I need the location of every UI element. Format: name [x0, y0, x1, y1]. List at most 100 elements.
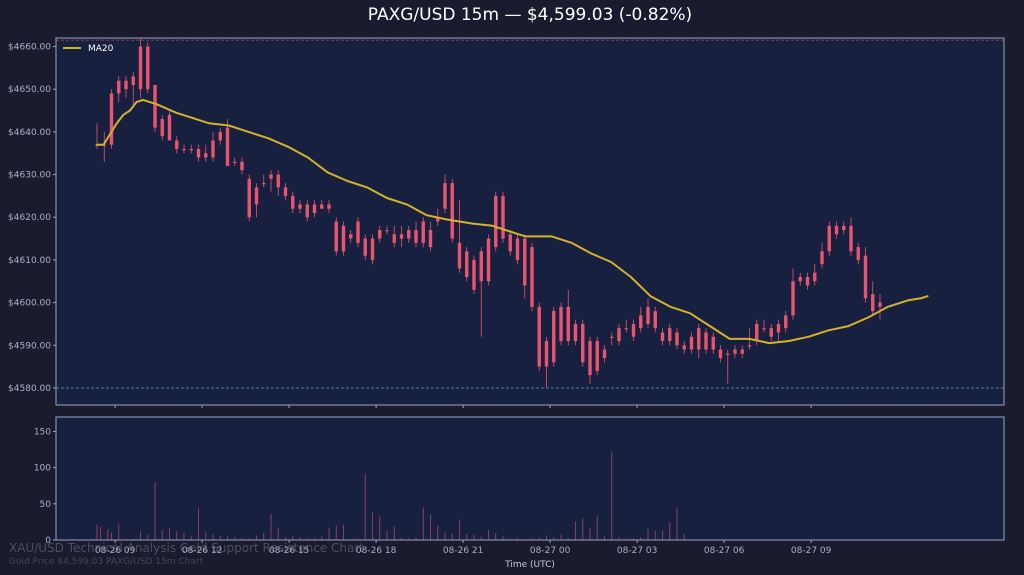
candle — [399, 225, 404, 248]
candle-body — [254, 187, 259, 205]
chart-title: PAXG/USD 15m — $4,599.03 (-0.82%) — [368, 5, 692, 25]
candle-body — [240, 161, 244, 171]
candle-body — [704, 332, 708, 350]
candle — [428, 221, 433, 252]
candle-body — [298, 204, 302, 209]
candle-body — [283, 187, 288, 196]
watermark-subtitle: Gold Price $4,599.03 PAXG/USD 15m Chart — [9, 557, 204, 567]
candle — [465, 247, 469, 282]
candle — [247, 174, 251, 222]
legend: MA20 — [63, 44, 114, 54]
candle-body — [544, 340, 549, 367]
candle — [175, 136, 179, 154]
candle — [813, 264, 817, 286]
volume-tick-label: 150 — [34, 427, 51, 437]
candle-body — [530, 247, 534, 307]
candle-body — [849, 225, 853, 252]
candle-body — [421, 221, 425, 243]
candle-body — [566, 306, 570, 341]
candle — [109, 89, 114, 149]
candle-body — [334, 221, 338, 252]
candle — [849, 217, 853, 256]
candle — [726, 349, 730, 384]
time-tick-label: 08-27 00 — [530, 546, 571, 556]
candle-body — [457, 242, 462, 269]
candle — [842, 221, 846, 235]
time-tick-label: 08-26 09 — [95, 546, 136, 556]
candle-body — [124, 80, 128, 90]
candle — [385, 225, 389, 235]
legend-ma20-label: MA20 — [88, 44, 114, 54]
candle — [312, 200, 317, 218]
candle-body — [552, 311, 556, 363]
candle-body — [327, 204, 331, 209]
candle — [595, 336, 599, 376]
candle-body — [697, 328, 701, 350]
candle-body — [537, 306, 541, 367]
ma20-series — [96, 98, 929, 345]
candle — [407, 225, 411, 243]
candle-body — [486, 238, 491, 282]
candle — [269, 170, 273, 192]
time-tick-label: 08-26 12 — [182, 546, 222, 556]
candle-body — [762, 328, 766, 330]
candle — [653, 306, 657, 333]
candle — [443, 174, 447, 213]
candle-body — [740, 349, 744, 354]
candle-body — [798, 276, 802, 282]
candle-body — [450, 183, 454, 239]
candle-body — [392, 234, 396, 243]
candle-body — [378, 230, 382, 239]
price-tick-label: $4620.00 — [8, 213, 51, 223]
time-tick-label: 08-26 18 — [356, 546, 397, 556]
candle — [291, 191, 295, 213]
candle — [341, 221, 346, 256]
candle — [138, 38, 143, 98]
candle — [740, 345, 744, 359]
candle-body — [465, 251, 469, 277]
candle-body — [182, 148, 186, 151]
candle-body — [682, 345, 686, 350]
candle-body — [204, 153, 208, 158]
candle — [131, 72, 135, 107]
candle-body — [247, 178, 251, 218]
candle — [225, 119, 230, 167]
candle-body — [747, 345, 752, 347]
candle — [421, 217, 425, 248]
candle-body — [414, 230, 418, 243]
candle — [160, 114, 164, 141]
candle-body — [407, 230, 411, 239]
candle — [146, 42, 150, 94]
candle — [573, 319, 578, 346]
candle — [189, 144, 193, 154]
candle — [624, 319, 628, 333]
candle-body — [689, 336, 694, 350]
price-tick-label: $4610.00 — [8, 256, 51, 266]
candle — [494, 191, 498, 252]
candle — [320, 200, 324, 209]
candle-body — [363, 238, 367, 256]
candle-body — [443, 183, 447, 209]
candle — [878, 294, 882, 320]
candle — [334, 217, 338, 256]
candle-body — [646, 306, 650, 324]
candle-body — [784, 315, 788, 329]
volume-series — [96, 451, 685, 540]
candle — [733, 345, 737, 359]
candle — [537, 302, 541, 371]
candle-body — [385, 230, 389, 232]
price-axis: $4580.00 $4590.00 $4600.00 $4610.00 $4620.00… — [8, 43, 56, 394]
candle-body — [218, 131, 222, 141]
candle — [196, 144, 201, 162]
candle — [769, 323, 773, 341]
candle-body — [160, 119, 164, 137]
candle — [668, 323, 672, 346]
price-tick-label: $4600.00 — [8, 299, 51, 309]
candle-body — [856, 247, 860, 260]
candle — [805, 272, 810, 290]
candle — [204, 144, 208, 162]
candle — [776, 319, 781, 341]
candle — [581, 319, 585, 367]
candle-body — [117, 80, 121, 94]
candle — [798, 272, 802, 286]
